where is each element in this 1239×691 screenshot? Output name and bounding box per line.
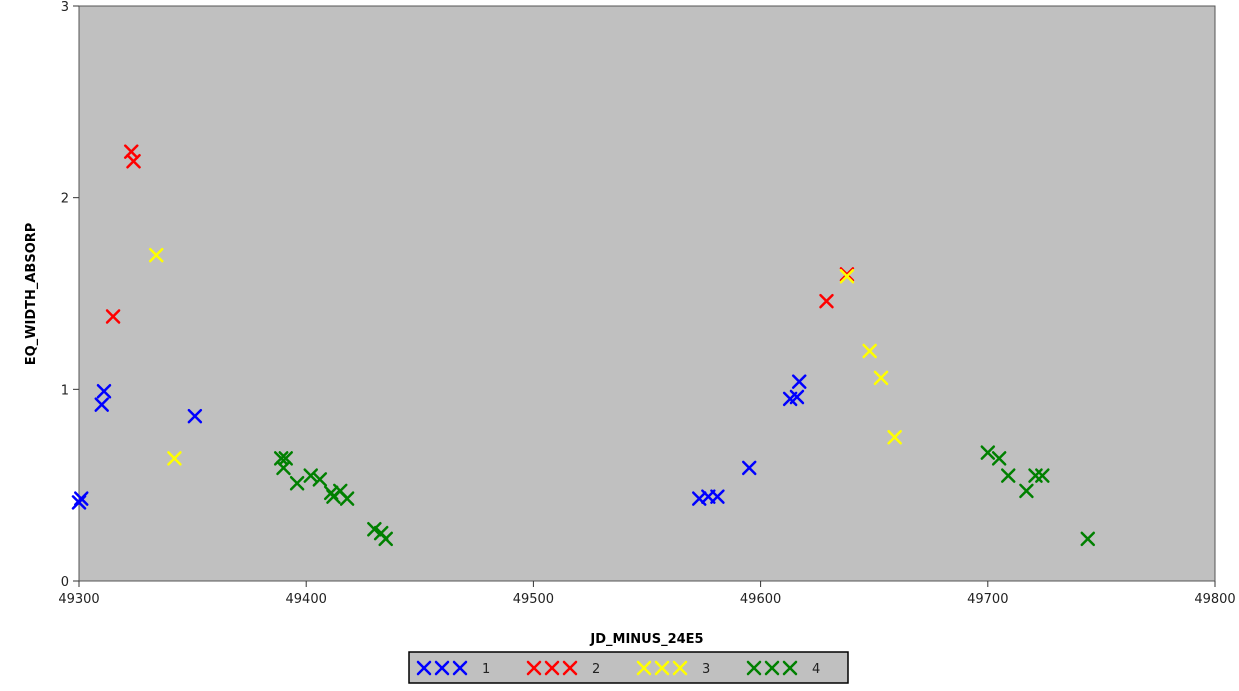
legend-marker-icon <box>526 660 542 676</box>
series-1 <box>71 374 807 510</box>
data-point <box>74 491 89 506</box>
x-tick-label: 49300 <box>58 592 99 607</box>
legend-marker-icon <box>452 660 468 676</box>
data-point <box>94 397 109 412</box>
axes: 49300 49400 49500 49600 49700 49800 0 1 2 3 <box>58 0 1235 607</box>
y-tick-label: 3 <box>61 0 69 15</box>
data-point <box>789 389 805 405</box>
legend-marker-icon <box>764 660 780 676</box>
legend-label: 3 <box>702 662 710 677</box>
legend-marker-icon <box>746 660 762 676</box>
data-point <box>312 472 328 487</box>
legend-item-2: 2 <box>526 660 600 677</box>
x-tick-label: 49500 <box>513 592 554 607</box>
legend-marker-icon <box>434 660 450 676</box>
data-point <box>862 343 877 359</box>
legend-item-1: 1 <box>416 660 490 677</box>
data-point <box>1019 483 1034 499</box>
legend-marker-icon <box>672 660 688 676</box>
plot-area <box>78 5 1216 582</box>
data-point <box>887 430 902 445</box>
x-tick-label: 49400 <box>286 592 327 607</box>
series-3 <box>148 247 902 466</box>
data-point <box>873 370 889 386</box>
data-point <box>839 267 855 282</box>
x-tick-label: 49700 <box>967 592 1008 607</box>
series-2 <box>105 144 855 324</box>
data-point <box>289 476 305 491</box>
data-point <box>367 522 382 537</box>
legend-marker-icon <box>416 660 432 676</box>
legend-marker-icon <box>654 660 670 676</box>
data-point <box>819 293 834 309</box>
y-tick-label: 2 <box>61 192 69 207</box>
legend-label: 1 <box>482 662 490 677</box>
data-point <box>710 489 725 504</box>
legend-item-4: 4 <box>746 660 820 677</box>
data-point <box>167 451 182 466</box>
y-tick-label: 1 <box>61 383 69 398</box>
legend-marker-icon <box>562 660 578 676</box>
data-marks <box>71 144 1096 547</box>
x-tick-label: 49800 <box>1194 592 1235 607</box>
data-point <box>991 451 1007 466</box>
data-point <box>378 531 393 547</box>
legend-marker-icon <box>782 660 798 676</box>
data-point <box>126 154 141 169</box>
x-axis-title: JD_MINUS_24E5 <box>589 632 703 647</box>
legend-marker-icon <box>544 660 560 676</box>
series-4 <box>273 445 1096 547</box>
data-point <box>187 408 203 424</box>
legend-item-3: 3 <box>636 660 710 677</box>
y-tick-label: 0 <box>61 575 69 590</box>
legend-label: 2 <box>592 662 600 677</box>
data-point <box>791 374 807 389</box>
data-point <box>105 309 121 324</box>
data-point <box>741 460 757 476</box>
data-point <box>276 460 291 476</box>
legend-label: 4 <box>812 662 820 677</box>
data-point <box>339 491 355 506</box>
data-point <box>148 247 164 263</box>
data-point <box>1035 468 1050 483</box>
legend-marker-icon <box>636 660 652 676</box>
data-point <box>1000 468 1016 483</box>
data-point <box>1080 531 1096 547</box>
data-point <box>980 445 996 460</box>
data-point <box>303 468 318 483</box>
y-axis-title: EQ_WIDTH_ABSORP <box>24 223 39 366</box>
x-tick-label: 49600 <box>740 592 781 607</box>
data-point <box>96 384 112 399</box>
data-point <box>839 269 855 284</box>
legend-box <box>408 651 849 684</box>
legend: 1 2 3 4 <box>408 651 849 684</box>
